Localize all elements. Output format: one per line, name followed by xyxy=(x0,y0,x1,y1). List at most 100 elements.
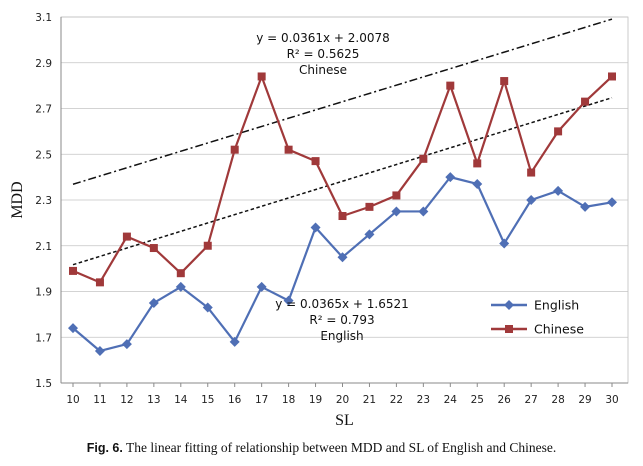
data-point-english xyxy=(445,172,456,183)
y-tick-label: 1.9 xyxy=(35,287,52,299)
y-tick-label: 2.3 xyxy=(35,195,52,207)
data-point-chinese xyxy=(365,202,374,211)
legend-marker-english xyxy=(504,300,514,310)
x-tick-label: 15 xyxy=(201,394,214,406)
tick-labels: 1.5 1.7 1.9 2.1 2.3 2.5 2.7 2.9 3.1 10 11 12 13 14 15 1… xyxy=(35,12,618,406)
trendline-label: Chinese xyxy=(299,63,347,77)
data-point-chinese xyxy=(446,81,455,90)
data-point-chinese xyxy=(176,269,185,278)
data-point-chinese xyxy=(149,244,158,253)
x-tick-label: 14 xyxy=(174,394,188,406)
x-tick-label: 17 xyxy=(255,394,268,406)
x-tick-label: 21 xyxy=(363,394,376,406)
data-point-chinese xyxy=(392,191,401,200)
trendline-english xyxy=(72,97,613,266)
x-tick-label: 13 xyxy=(147,394,160,406)
y-tick-label: 1.7 xyxy=(35,332,52,344)
trendline-equation: y = 0.0361x + 2.0078 xyxy=(256,31,390,45)
data-point-english xyxy=(175,281,186,292)
x-tick-label: 10 xyxy=(66,394,79,406)
x-tick-label: 26 xyxy=(498,394,512,406)
x-tick-label: 22 xyxy=(390,394,403,406)
data-point-english xyxy=(310,222,321,233)
data-point-english xyxy=(94,345,105,356)
x-tick-label: 19 xyxy=(309,394,322,406)
series-english xyxy=(68,172,617,356)
data-point-chinese xyxy=(338,212,347,221)
trendline-equation: y = 0.0365x + 1.6521 xyxy=(275,297,409,311)
y-tick-label: 3.1 xyxy=(35,12,52,24)
data-point-chinese xyxy=(203,241,212,250)
legend-label-english: English xyxy=(534,298,579,313)
x-tick-label: 18 xyxy=(282,394,295,406)
y-tick-label: 1.5 xyxy=(35,378,52,390)
data-point-english xyxy=(607,197,617,208)
data-point-chinese xyxy=(419,154,428,163)
figure-caption: Fig. 6. The linear fitting of relationsh… xyxy=(0,440,643,456)
x-tick-label: 29 xyxy=(578,394,591,406)
data-point-english xyxy=(526,195,537,205)
data-point-chinese xyxy=(257,72,266,81)
y-axis-title: MDD xyxy=(9,181,26,218)
data-point-english xyxy=(391,206,402,217)
x-tick-label: 27 xyxy=(524,394,537,406)
data-point-english xyxy=(68,323,78,334)
data-point-chinese xyxy=(527,168,536,177)
trendline-label: English xyxy=(320,329,363,343)
trendline-chinese xyxy=(72,18,613,185)
x-tick-label: 11 xyxy=(93,394,106,406)
x-tick-label: 30 xyxy=(605,394,618,406)
x-tick-label: 24 xyxy=(444,394,458,406)
data-point-english xyxy=(418,206,429,217)
x-tick-label: 16 xyxy=(228,394,242,406)
figure-caption-text: The linear fitting of relationship betwe… xyxy=(125,440,557,455)
data-point-chinese xyxy=(122,232,131,241)
trendline-r-squared: R² = 0.5625 xyxy=(287,47,360,61)
legend: English Chinese xyxy=(491,298,584,337)
annotation-chinese: y = 0.0361x + 2.0078 R² = 0.5625 Chinese xyxy=(256,31,390,77)
data-point-chinese xyxy=(230,145,239,154)
data-point-english xyxy=(337,252,348,263)
annotation-english: y = 0.0365x + 1.6521 R² = 0.793 English xyxy=(275,297,409,343)
x-tick-label: 25 xyxy=(471,394,484,406)
y-tick-label: 2.9 xyxy=(35,58,52,70)
trendline-r-squared: R² = 0.793 xyxy=(309,313,374,327)
x-tick-label: 28 xyxy=(551,394,564,406)
data-point-chinese xyxy=(473,159,482,168)
axes xyxy=(60,17,628,384)
data-point-english xyxy=(364,229,375,240)
figure-caption-label: Fig. 6. xyxy=(86,441,123,455)
data-point-chinese xyxy=(284,145,293,154)
x-tick-label: 12 xyxy=(120,394,133,406)
series-chinese xyxy=(69,72,616,287)
data-point-english xyxy=(553,185,564,196)
y-tick-label: 2.5 xyxy=(35,149,52,161)
data-series xyxy=(68,72,617,356)
data-point-english xyxy=(283,295,294,306)
data-point-chinese xyxy=(311,157,320,166)
data-point-chinese xyxy=(608,72,616,81)
data-point-english xyxy=(229,336,240,347)
data-point-english xyxy=(202,302,213,313)
data-point-english xyxy=(256,281,267,292)
y-tick-label: 2.1 xyxy=(35,241,52,253)
trendlines xyxy=(72,18,613,266)
data-point-english xyxy=(499,238,510,249)
chart: 1.5 1.7 1.9 2.1 2.3 2.5 2.7 2.9 3.1 10 11 12 13 14 15 1… xyxy=(9,12,629,429)
y-tick-label: 2.7 xyxy=(35,104,52,116)
data-point-chinese xyxy=(554,127,563,136)
data-point-english xyxy=(121,339,132,350)
data-point-chinese xyxy=(69,266,77,275)
data-point-english xyxy=(148,297,159,308)
data-point-chinese xyxy=(95,278,104,287)
x-axis-title: SL xyxy=(335,412,354,429)
data-point-chinese xyxy=(500,77,509,86)
x-tick-label: 20 xyxy=(336,394,349,406)
legend-marker-chinese xyxy=(505,325,513,333)
data-point-chinese xyxy=(581,97,590,106)
x-tick-label: 23 xyxy=(417,394,430,406)
legend-label-chinese: Chinese xyxy=(534,322,584,337)
data-point-english xyxy=(472,178,483,189)
data-point-english xyxy=(580,201,591,212)
